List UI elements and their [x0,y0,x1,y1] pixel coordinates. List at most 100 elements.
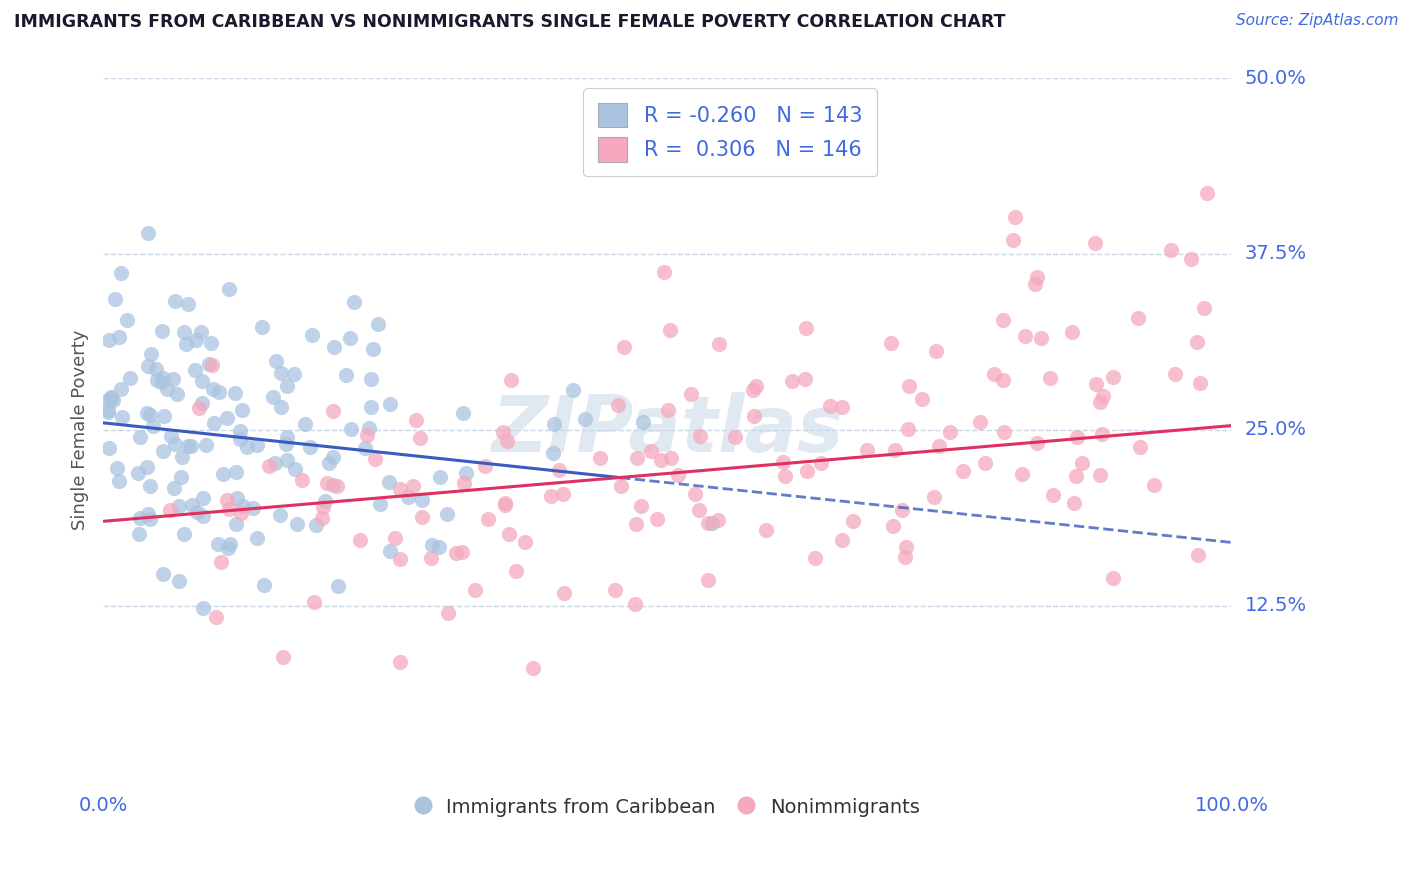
Point [1188,376,1211,391]
Point [796,321,818,335]
Point [548,462,571,476]
Point [270,401,292,415]
Point [409,430,432,444]
Point [322,404,344,418]
Point [606,398,628,412]
Point [146,373,169,387]
Point [1195,186,1218,201]
Point [108,330,131,344]
Point [340,422,363,436]
Point [1160,243,1182,257]
Point [162,372,184,386]
Point [349,533,371,548]
Point [1062,325,1084,339]
Point [190,325,212,339]
Text: 50.0%: 50.0% [1244,69,1306,87]
Point [453,476,475,491]
Point [219,536,242,550]
Point [253,577,276,591]
Point [952,464,974,478]
Point [170,450,193,465]
Point [167,499,190,513]
Point [1163,367,1185,381]
Point [707,513,730,527]
Point [218,282,240,296]
Point [356,427,378,442]
Point [142,419,165,434]
Point [494,496,516,510]
Point [911,392,934,407]
Point [184,333,207,347]
Point [589,451,612,466]
Point [343,295,366,310]
Point [794,372,817,386]
Point [993,425,1015,439]
Point [276,379,298,393]
Point [551,486,574,500]
Point [666,468,689,483]
Point [631,416,654,430]
Point [377,475,399,489]
Point [1064,469,1087,483]
Text: IMMIGRANTS FROM CARIBBEAN VS NONIMMIGRANTS SINGLE FEMALE POVERTY CORRELATION CHA: IMMIGRANTS FROM CARIBBEAN VS NONIMMIGRAN… [14,13,1005,31]
Point [553,586,575,600]
Point [266,354,288,368]
Point [312,500,335,514]
Point [1091,427,1114,442]
Point [367,317,389,331]
Point [1084,236,1107,251]
Point [152,444,174,458]
Point [922,490,945,504]
Point [136,508,159,522]
Point [218,502,240,516]
Point [136,359,159,373]
Point [217,411,239,425]
Point [681,386,703,401]
Point [880,335,903,350]
Point [1102,571,1125,585]
Point [1129,440,1152,454]
Point [200,336,222,351]
Point [191,491,214,505]
Point [225,517,247,532]
Point [184,363,207,377]
Point [316,476,339,491]
Point [474,458,496,473]
Point [1101,370,1123,384]
Point [561,383,583,397]
Point [96,393,118,408]
Point [1026,269,1049,284]
Point [1185,335,1208,350]
Point [156,382,179,396]
Point [1085,376,1108,391]
Text: ZIPatlas: ZIPatlas [491,392,844,468]
Point [659,323,682,337]
Point [129,511,152,525]
Point [882,518,904,533]
Point [276,437,298,451]
Point [97,442,120,456]
Point [1066,430,1088,444]
Point [370,497,392,511]
Point [361,342,384,356]
Point [444,546,467,560]
Point [257,459,280,474]
Point [97,402,120,417]
Point [498,527,520,541]
Point [311,511,333,525]
Point [969,415,991,429]
Point [522,661,544,675]
Point [891,503,914,517]
Point [492,425,515,439]
Point [657,402,679,417]
Point [501,372,523,386]
Point [207,537,229,551]
Point [610,479,633,493]
Point [201,358,224,372]
Point [173,526,195,541]
Point [411,510,433,524]
Point [110,409,132,424]
Point [176,337,198,351]
Point [193,509,215,524]
Point [117,313,139,327]
